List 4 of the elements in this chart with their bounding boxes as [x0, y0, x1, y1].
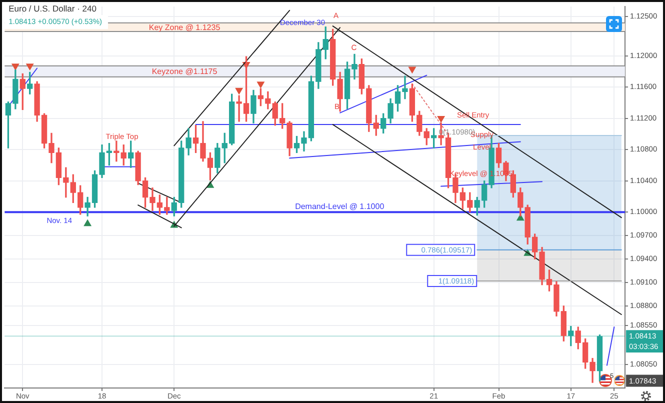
ref-line-label: Demand-Level @ 1.1000	[295, 202, 385, 211]
chart-title: Euro / U.S. Dollar · 240	[8, 3, 97, 14]
band-label: Key Zone @ 1.1235	[148, 22, 221, 32]
band-label: Keyzone @1.1175	[152, 67, 218, 76]
